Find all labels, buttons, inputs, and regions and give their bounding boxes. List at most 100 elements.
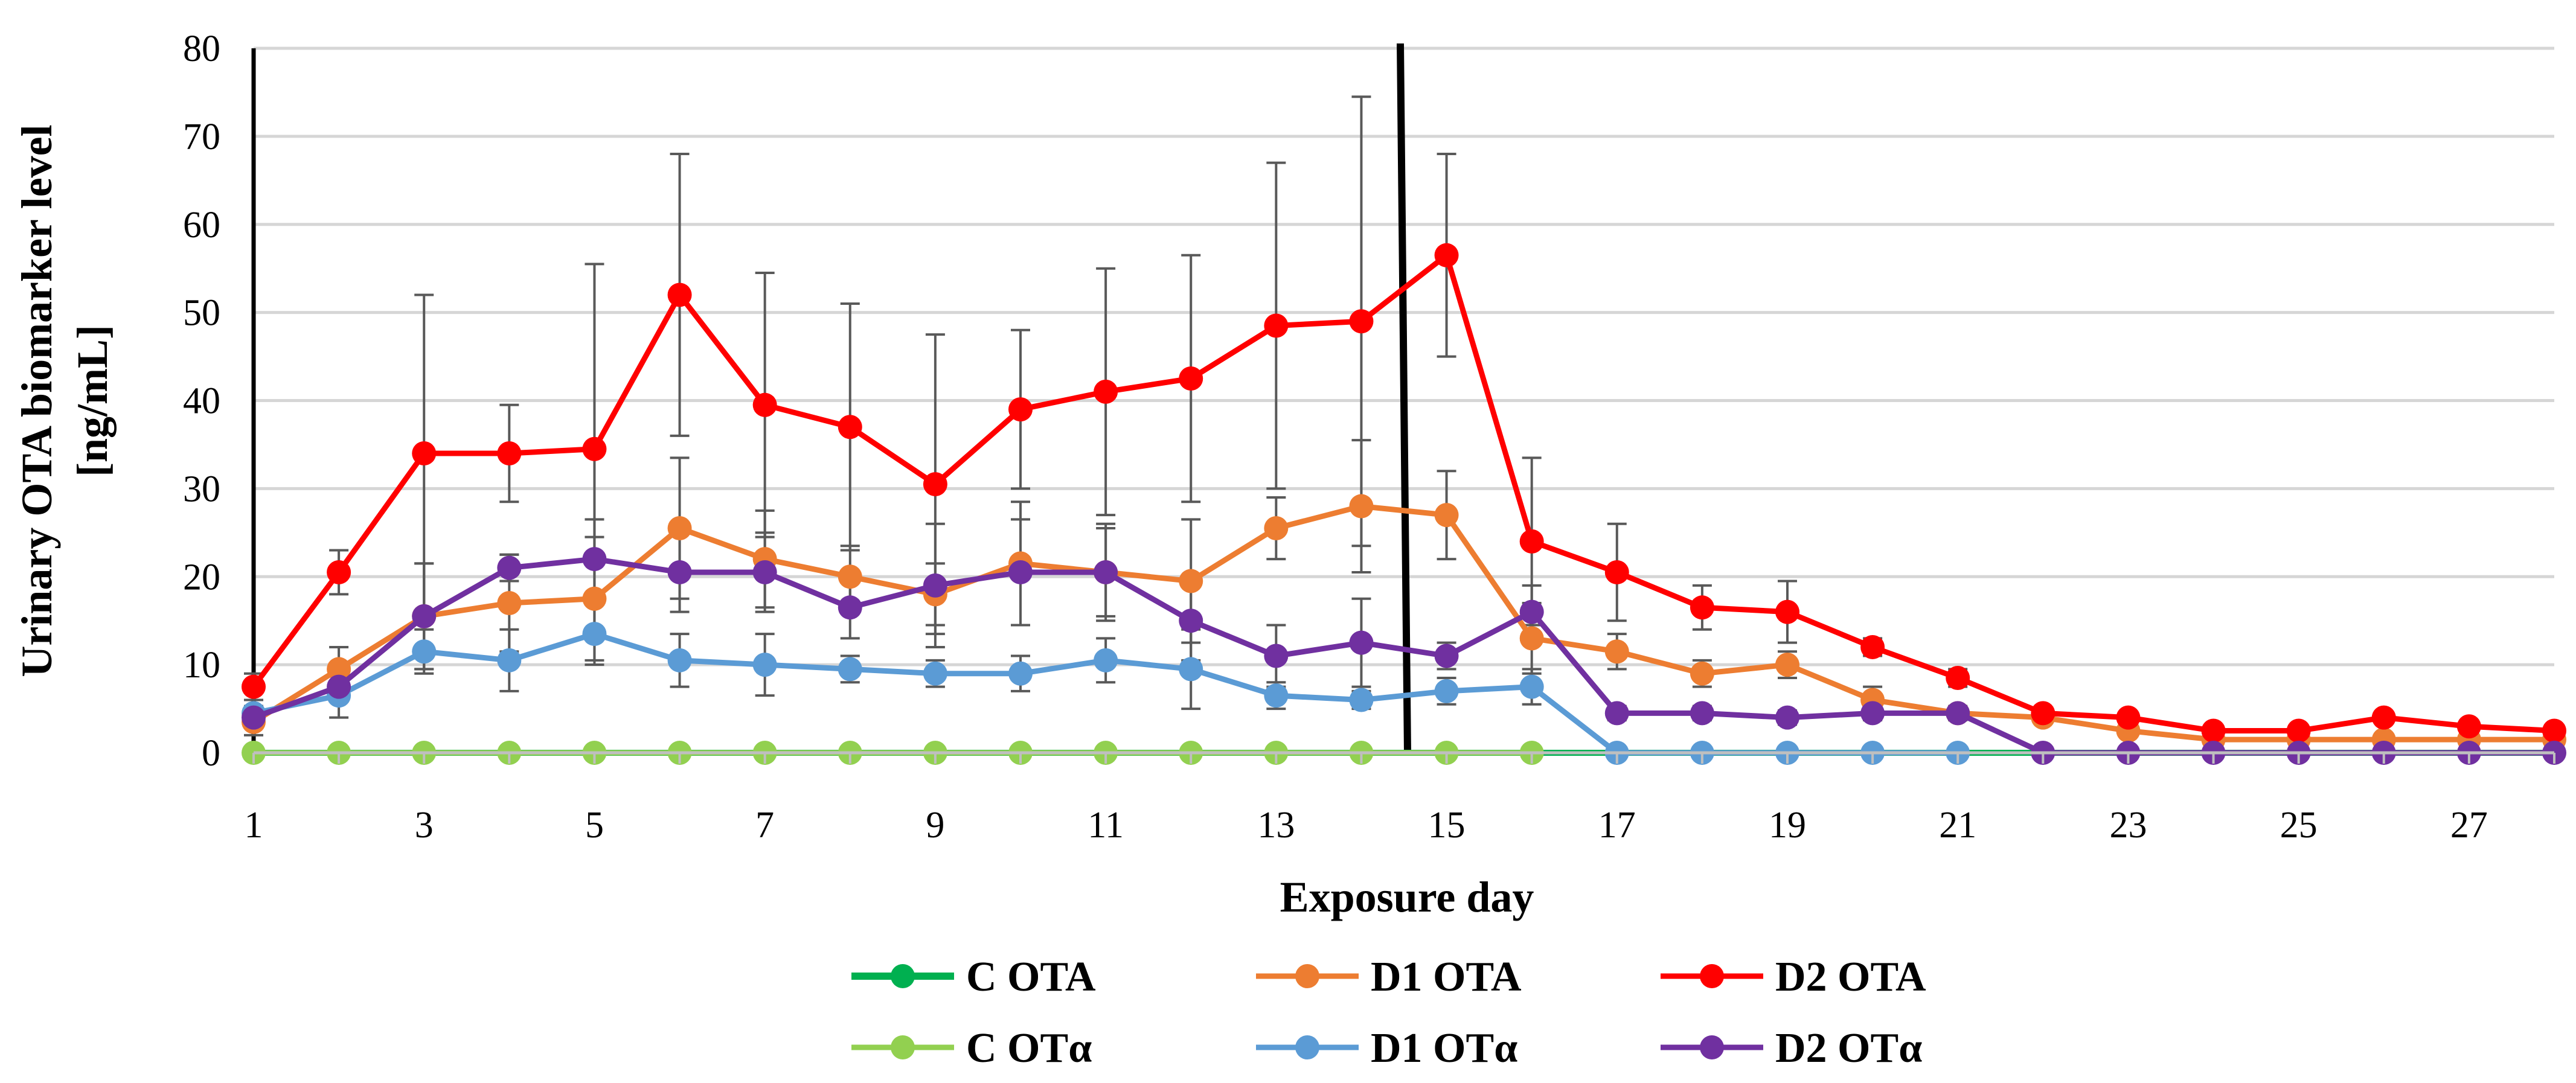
data-point-d1-ota <box>582 586 607 611</box>
y-axis-title: Urinary OTA biomarker level [ng/mL] <box>13 124 117 677</box>
data-point-d2-ota <box>1264 313 1289 338</box>
data-point-d2-otalpha <box>1349 630 1374 655</box>
legend-marker-d1-ota <box>1295 964 1319 988</box>
data-point-d2-ota <box>752 392 777 417</box>
x-tick-label: 25 <box>2280 805 2318 846</box>
legend-label-d1-ota: D1 OTA <box>1371 954 1522 1000</box>
data-point-d2-otalpha <box>582 547 607 572</box>
data-point-d1-ota <box>1264 516 1289 541</box>
x-axis-title: Exposure day <box>1280 873 1534 921</box>
y-tick-label: 20 <box>183 557 220 598</box>
legend-marker-d1-otalpha <box>1295 1035 1319 1059</box>
data-point-d2-ota <box>2542 718 2566 743</box>
data-point-d1-otalpha <box>667 648 692 672</box>
data-point-d2-ota <box>1179 366 1203 391</box>
data-point-d2-ota <box>923 472 947 497</box>
data-point-d2-otalpha <box>1519 599 1544 624</box>
x-tick-label: 11 <box>1088 805 1124 846</box>
x-tick-label: 7 <box>755 805 774 846</box>
data-point-d2-ota <box>412 441 437 466</box>
data-point-d1-otalpha <box>497 648 522 672</box>
x-tick-label: 5 <box>585 805 604 846</box>
data-point-d1-ota <box>667 516 692 541</box>
y-tick-label: 40 <box>183 381 220 422</box>
y-tick-label: 10 <box>183 645 220 686</box>
legend-marker-d2-ota <box>1700 964 1724 988</box>
data-point-d2-otalpha <box>1860 701 1885 726</box>
data-point-d2-ota <box>667 283 692 307</box>
data-point-d2-ota <box>1604 560 1629 584</box>
legend-label-c-otalpha: C OTα <box>966 1025 1092 1072</box>
x-tick-label: 17 <box>1598 805 1636 846</box>
x-tick-label: 19 <box>1769 805 1806 846</box>
y-tick-label: 60 <box>183 205 220 246</box>
data-point-d1-ota <box>838 564 862 589</box>
x-tick-label: 13 <box>1257 805 1295 846</box>
legend-label-d2-otalpha: D2 OTα <box>1775 1025 1922 1072</box>
data-point-d1-ota <box>1179 569 1203 593</box>
legend-marker-d2-otalpha <box>1700 1035 1724 1059</box>
x-tick-label: 23 <box>2109 805 2147 846</box>
legend-label-d1-otalpha: D1 OTα <box>1371 1025 1517 1072</box>
y-tick-label: 80 <box>183 28 220 69</box>
data-point-d2-otalpha <box>1604 701 1629 726</box>
data-point-d2-ota <box>838 415 862 439</box>
data-point-d1-otalpha <box>1349 688 1374 712</box>
data-point-d2-ota <box>242 674 266 699</box>
y-tick-label: 50 <box>183 293 220 334</box>
legend-marker-c-otalpha <box>891 1035 915 1059</box>
y-tick-label: 70 <box>183 117 220 158</box>
data-point-d2-otalpha <box>1094 560 1118 584</box>
x-tick-label: 15 <box>1428 805 1466 846</box>
data-point-d1-otalpha <box>838 657 862 682</box>
data-point-d1-otalpha <box>412 639 437 664</box>
data-point-d1-ota <box>327 657 351 682</box>
data-point-d2-ota <box>1008 397 1033 422</box>
data-point-d2-ota <box>1094 379 1118 404</box>
data-point-d2-otalpha <box>1434 644 1459 668</box>
data-point-d2-ota <box>2456 714 2481 739</box>
legend: C OTA D1 OTA D2 OTA C OTα D1 OTα D2 OTα <box>851 954 1926 1072</box>
data-point-d2-ota <box>1860 634 1885 659</box>
data-point-d2-otalpha <box>1690 701 1714 726</box>
data-point-d1-otalpha <box>582 622 607 647</box>
data-point-d2-otalpha <box>923 573 947 598</box>
data-point-d2-otalpha <box>327 674 351 699</box>
x-tick-label: 27 <box>2450 805 2488 846</box>
data-point-d2-otalpha <box>1264 644 1289 668</box>
data-point-d2-ota <box>327 560 351 584</box>
vertical-marker-lines <box>251 43 1411 753</box>
y-axis-title-line: [ng/mL] <box>68 325 117 477</box>
data-point-d2-ota <box>1946 666 1970 691</box>
data-point-d2-otalpha <box>1775 705 1799 730</box>
data-point-d1-otalpha <box>1179 657 1203 682</box>
data-point-d1-ota <box>497 591 522 616</box>
data-point-d2-otalpha <box>242 705 266 730</box>
legend-label-d2-ota: D2 OTA <box>1775 954 1926 1000</box>
y-axis-title-line: Urinary OTA biomarker level <box>13 124 61 677</box>
data-point-d2-ota <box>2371 705 2396 730</box>
data-point-d2-ota <box>582 436 607 461</box>
series-line-d2-ota <box>251 252 2555 734</box>
data-point-d2-otalpha <box>1946 701 1970 726</box>
data-point-d2-ota <box>1690 595 1714 620</box>
data-point-d1-otalpha <box>1434 679 1459 703</box>
data-point-d2-ota <box>2286 718 2311 743</box>
y-tick-label: 0 <box>202 733 220 774</box>
x-tick-label: 9 <box>926 805 944 846</box>
data-point-d2-otalpha <box>667 560 692 584</box>
data-point-d1-ota <box>1434 503 1459 528</box>
data-point-d1-otalpha <box>752 653 777 677</box>
data-point-d1-otalpha <box>1008 661 1033 686</box>
legend-label-c-ota: C OTA <box>966 954 1096 1000</box>
data-point-d2-ota <box>2116 705 2141 730</box>
data-point-d2-otalpha <box>1008 560 1033 584</box>
data-point-d1-ota <box>1604 639 1629 664</box>
marker-line-exposure-end <box>1397 43 1411 753</box>
data-point-d1-ota <box>1349 494 1374 519</box>
data-point-d2-otalpha <box>497 555 522 580</box>
data-point-d2-ota <box>497 441 522 466</box>
data-point-d2-otalpha <box>752 560 777 584</box>
